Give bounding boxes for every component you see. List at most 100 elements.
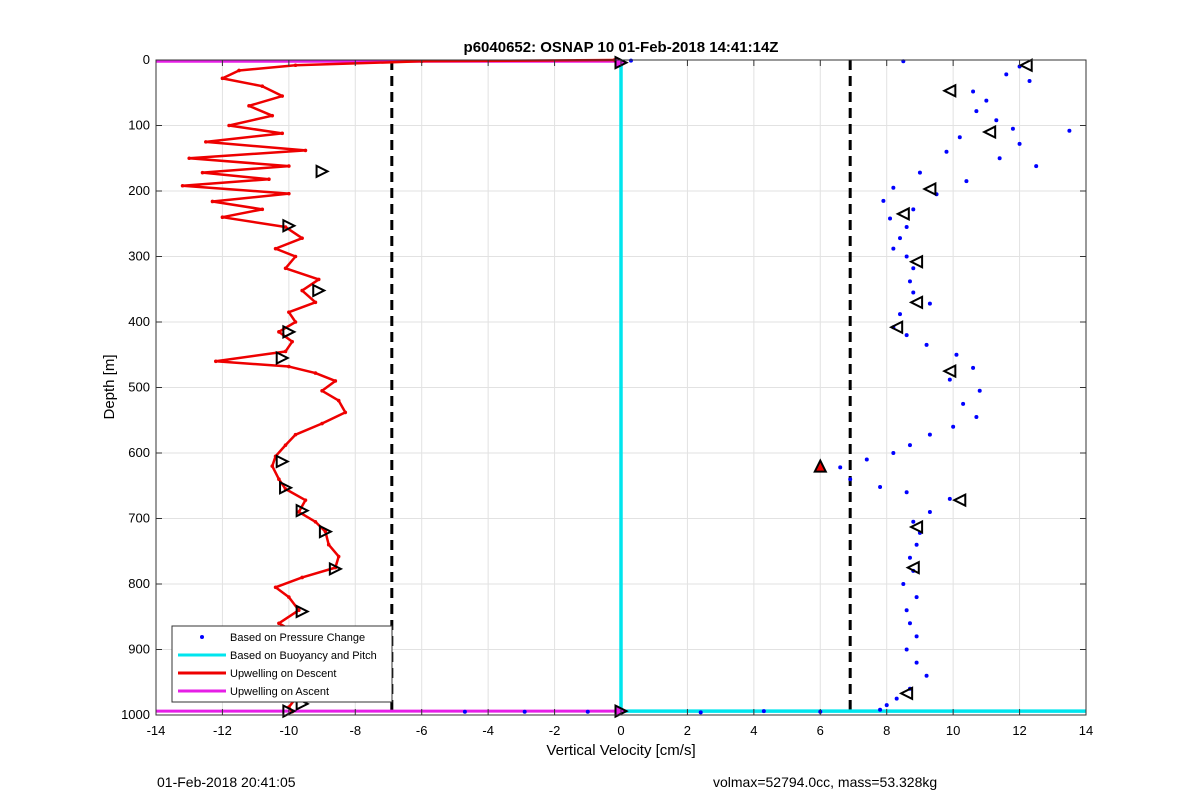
descent-point xyxy=(204,140,208,144)
descent-triangle-marker xyxy=(312,283,327,298)
legend-swatch xyxy=(200,635,204,639)
ascent-triangle-marker xyxy=(942,83,957,98)
descent-point xyxy=(277,477,281,482)
descent-point xyxy=(220,76,225,81)
descent-point xyxy=(293,63,298,68)
descent-point xyxy=(287,364,291,369)
pressure-change-point xyxy=(911,207,916,212)
pressure-change-point xyxy=(957,135,962,140)
descent-triangle-marker xyxy=(315,164,330,179)
x-tick-label: -12 xyxy=(213,723,232,738)
descent-point xyxy=(336,554,341,559)
descent-point xyxy=(293,254,298,259)
descent-point xyxy=(297,608,301,612)
descent-triangle-marker xyxy=(318,524,334,539)
pressure-change-point xyxy=(1004,72,1009,77)
descent-point xyxy=(237,68,241,73)
y-tick-label: 500 xyxy=(128,380,150,395)
ascent-triangle-marker xyxy=(981,124,997,140)
descent-triangle-marker xyxy=(282,218,297,233)
x-tick-label: 14 xyxy=(1079,723,1093,738)
pressure-change-point xyxy=(911,266,916,271)
descent-point xyxy=(277,621,281,626)
pressure-change-point xyxy=(585,709,590,714)
ascent-triangle-marker xyxy=(952,493,967,508)
pressure-change-point xyxy=(904,490,909,495)
ascent-triangle-marker xyxy=(1018,58,1033,73)
pressure-change-point xyxy=(954,352,959,357)
ascent-triangle-marker xyxy=(908,519,924,535)
ascent-triangle-marker xyxy=(922,181,937,197)
pressure-change-point xyxy=(947,377,952,382)
footer-volmax-mass: volmax=52794.0cc, mass=53.328kg xyxy=(713,774,938,790)
descent-point xyxy=(210,199,215,204)
descent-point xyxy=(180,183,185,188)
descent-point xyxy=(213,359,218,364)
y-tick-label: 900 xyxy=(128,642,150,657)
pressure-change-point xyxy=(628,58,633,63)
descent-point xyxy=(287,191,291,196)
pressure-change-point xyxy=(924,342,929,347)
x-axis-label: Vertical Velocity [cm/s] xyxy=(546,742,695,759)
pressure-change-point xyxy=(927,301,932,306)
pressure-change-point xyxy=(907,621,912,626)
pressure-change-point xyxy=(904,608,909,613)
descent-point xyxy=(287,164,291,168)
descent-point xyxy=(277,330,281,334)
descent-point xyxy=(283,349,288,354)
descent-point xyxy=(313,371,318,375)
axes: -14 -12 -10 -8 -6 -4 -2 0 2 4 6 8 10 12 14 0 100 200 300 40… xyxy=(121,52,1093,738)
descent-point xyxy=(293,432,298,437)
descent-point xyxy=(267,177,271,182)
descent-point xyxy=(287,310,291,314)
pressure-change-point xyxy=(911,290,916,295)
pressure-change-point xyxy=(904,333,909,338)
legend-label: Based on Pressure Change xyxy=(230,632,365,644)
y-tick-label: 200 xyxy=(128,183,150,198)
x-tick-label: 8 xyxy=(883,723,890,738)
pressure-change-point xyxy=(891,185,896,190)
pressure-change-point xyxy=(904,225,909,230)
descent-point xyxy=(280,131,285,136)
legend: Based on Pressure Change Based on Buoyanc… xyxy=(171,625,393,703)
marker-layer xyxy=(275,55,1033,719)
pressure-change-point xyxy=(917,170,922,175)
pressure-change-point xyxy=(898,312,902,317)
pressure-change-point xyxy=(907,279,912,284)
pressure-change-point xyxy=(878,485,883,490)
descent-point xyxy=(320,388,324,393)
y-tick-label: 400 xyxy=(128,314,150,329)
pressure-change-point xyxy=(1027,78,1032,83)
pressure-change-point xyxy=(1010,126,1015,131)
x-tick-label: -2 xyxy=(549,723,561,738)
pressure-change-point xyxy=(907,555,912,560)
descent-point xyxy=(303,148,308,153)
x-tick-label: -14 xyxy=(147,723,166,738)
pressure-change-point xyxy=(964,179,969,184)
descent-point xyxy=(187,156,192,161)
x-tick-label: -6 xyxy=(416,723,428,738)
pressure-change-point xyxy=(838,465,843,470)
pressure-change-point xyxy=(1017,141,1022,146)
descent-point xyxy=(343,410,348,415)
pressure-change-point xyxy=(961,401,966,406)
legend-label: Upwelling on Descent xyxy=(230,668,336,680)
descent-point xyxy=(290,339,294,344)
y-tick-label: 100 xyxy=(128,118,150,133)
pressure-change-point xyxy=(1034,164,1039,169)
descent-point xyxy=(300,288,304,293)
legend-label: Based on Buoyancy and Pitch xyxy=(230,650,377,662)
descent-point xyxy=(273,246,278,251)
x-tick-label: 10 xyxy=(946,723,960,738)
x-tick-label: 2 xyxy=(684,723,691,738)
red-triangle-marker xyxy=(813,458,828,473)
pressure-change-point xyxy=(947,496,952,501)
pressure-change-point xyxy=(522,709,527,714)
descent-triangle-marker xyxy=(328,561,344,577)
y-tick-label: 600 xyxy=(128,445,150,460)
y-tick-label: 800 xyxy=(128,576,150,591)
pressure-change-point xyxy=(914,634,919,639)
pressure-change-point xyxy=(881,198,886,203)
descent-point xyxy=(313,300,318,305)
